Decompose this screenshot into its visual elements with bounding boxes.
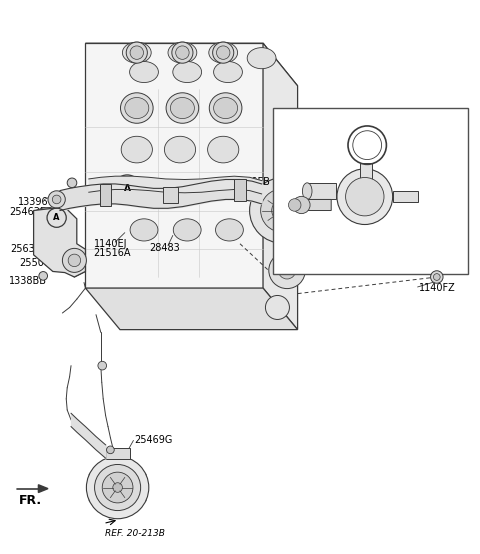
Circle shape <box>102 472 133 503</box>
Text: A: A <box>53 213 60 222</box>
Polygon shape <box>34 208 85 277</box>
Polygon shape <box>85 288 298 330</box>
Polygon shape <box>360 163 372 186</box>
Polygon shape <box>307 183 336 199</box>
Circle shape <box>176 46 189 59</box>
Ellipse shape <box>214 98 238 119</box>
Circle shape <box>433 274 440 280</box>
Circle shape <box>95 464 141 511</box>
Ellipse shape <box>168 42 197 63</box>
Text: 25600A: 25600A <box>322 111 359 121</box>
Bar <box>106 448 130 459</box>
Ellipse shape <box>130 219 158 241</box>
Circle shape <box>107 446 114 454</box>
Ellipse shape <box>122 42 151 63</box>
Ellipse shape <box>130 61 158 83</box>
Polygon shape <box>36 208 57 247</box>
Ellipse shape <box>164 136 196 163</box>
Text: 28483: 28483 <box>149 243 180 253</box>
Polygon shape <box>85 43 298 86</box>
Polygon shape <box>85 43 263 288</box>
Text: 25631B: 25631B <box>11 244 48 254</box>
Circle shape <box>431 271 443 283</box>
Text: 25623R: 25623R <box>298 140 336 150</box>
Circle shape <box>288 199 301 211</box>
Polygon shape <box>263 43 298 330</box>
Polygon shape <box>298 136 317 197</box>
Text: 21516A: 21516A <box>94 248 131 258</box>
Ellipse shape <box>125 98 149 119</box>
Ellipse shape <box>302 183 312 199</box>
Text: 25500A: 25500A <box>19 258 57 268</box>
Circle shape <box>265 295 289 320</box>
Text: 39220G: 39220G <box>271 197 310 207</box>
Circle shape <box>213 42 234 63</box>
Circle shape <box>261 189 304 232</box>
Polygon shape <box>89 461 146 514</box>
Bar <box>234 179 246 201</box>
Circle shape <box>130 46 144 59</box>
Circle shape <box>62 248 86 273</box>
Circle shape <box>126 42 147 63</box>
Circle shape <box>272 200 293 221</box>
Polygon shape <box>38 485 48 493</box>
Circle shape <box>216 46 230 59</box>
Circle shape <box>52 195 61 204</box>
Text: FR.: FR. <box>19 494 42 507</box>
Ellipse shape <box>247 48 276 69</box>
Text: A: A <box>124 184 131 193</box>
Circle shape <box>250 178 315 243</box>
Circle shape <box>278 261 296 279</box>
Text: REF. 20-213B: REF. 20-213B <box>105 529 165 538</box>
Polygon shape <box>305 199 331 211</box>
Circle shape <box>67 178 77 188</box>
Text: 1140FB: 1140FB <box>234 177 271 187</box>
Ellipse shape <box>214 61 242 83</box>
Ellipse shape <box>173 61 202 83</box>
Circle shape <box>269 252 305 289</box>
Bar <box>163 187 178 203</box>
Text: 25463E: 25463E <box>10 207 47 217</box>
Circle shape <box>39 271 48 280</box>
Ellipse shape <box>166 93 199 123</box>
Ellipse shape <box>121 136 152 163</box>
Text: 1140EJ: 1140EJ <box>94 239 127 249</box>
Circle shape <box>172 42 193 63</box>
Circle shape <box>293 196 310 214</box>
Ellipse shape <box>173 219 201 241</box>
Text: 25469G: 25469G <box>134 435 173 445</box>
Bar <box>273 108 468 274</box>
Ellipse shape <box>209 93 242 123</box>
Polygon shape <box>46 249 85 277</box>
Polygon shape <box>393 191 418 202</box>
Text: 1338BB: 1338BB <box>9 276 47 286</box>
Circle shape <box>98 361 107 370</box>
Circle shape <box>293 152 322 181</box>
Circle shape <box>337 169 393 224</box>
Ellipse shape <box>209 42 238 63</box>
Text: 1140FZ: 1140FZ <box>419 283 456 293</box>
Ellipse shape <box>170 98 194 119</box>
Circle shape <box>346 177 384 216</box>
Ellipse shape <box>120 93 153 123</box>
Ellipse shape <box>208 136 239 163</box>
Bar <box>100 184 111 206</box>
Circle shape <box>113 483 122 493</box>
Text: 13396: 13396 <box>18 197 49 207</box>
Circle shape <box>86 456 149 519</box>
Circle shape <box>68 254 81 266</box>
Ellipse shape <box>216 219 243 241</box>
Circle shape <box>48 191 65 208</box>
